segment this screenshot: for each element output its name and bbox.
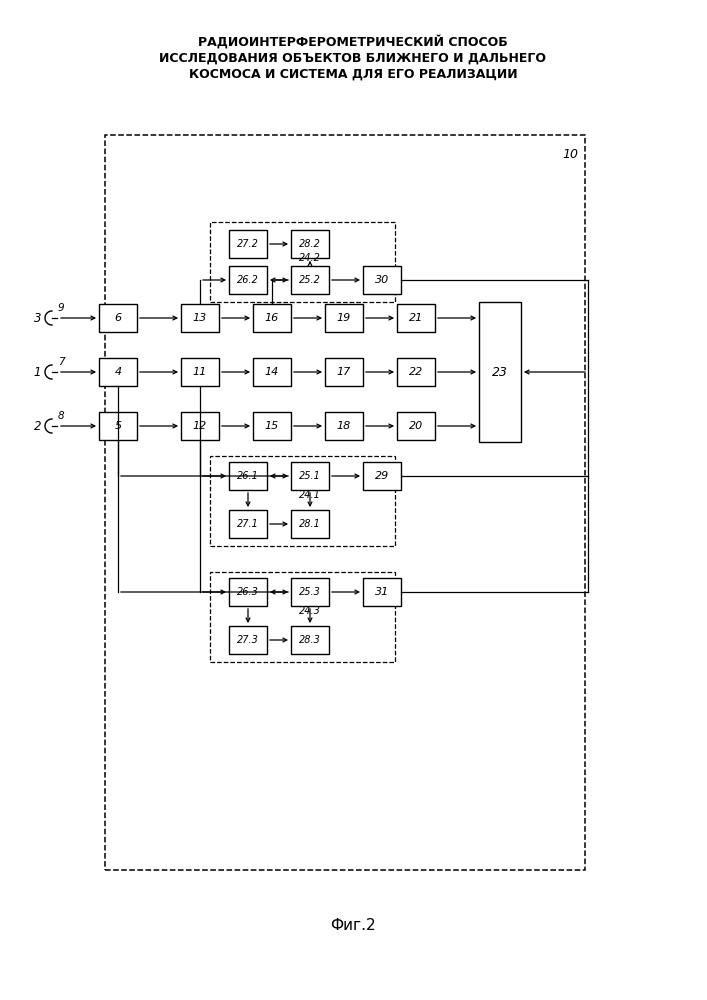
- Bar: [181, 412, 219, 440]
- Bar: [325, 412, 363, 440]
- Bar: [229, 578, 267, 606]
- Bar: [291, 578, 329, 606]
- Text: 20: 20: [409, 421, 423, 431]
- Text: 7: 7: [58, 357, 64, 367]
- Bar: [229, 510, 267, 538]
- Text: 28.1: 28.1: [299, 519, 321, 529]
- Text: 14: 14: [265, 367, 279, 377]
- Text: 17: 17: [337, 367, 351, 377]
- Text: 19: 19: [337, 313, 351, 323]
- Bar: [397, 304, 435, 332]
- Text: 9: 9: [58, 303, 64, 313]
- Bar: [363, 462, 401, 490]
- Bar: [99, 304, 137, 332]
- Bar: [253, 358, 291, 386]
- Text: 11: 11: [193, 367, 207, 377]
- Bar: [210, 572, 395, 662]
- Text: 1: 1: [33, 365, 41, 378]
- Text: 22: 22: [409, 367, 423, 377]
- Bar: [210, 456, 395, 546]
- Bar: [325, 304, 363, 332]
- Bar: [397, 412, 435, 440]
- Text: 4: 4: [115, 367, 122, 377]
- Bar: [479, 302, 521, 442]
- Text: 24.2: 24.2: [299, 253, 321, 263]
- Text: КОСМОСА И СИСТЕМА ДЛЯ ЕГО РЕАЛИЗАЦИИ: КОСМОСА И СИСТЕМА ДЛЯ ЕГО РЕАЛИЗАЦИИ: [189, 68, 518, 81]
- Bar: [181, 304, 219, 332]
- Text: 26.3: 26.3: [237, 587, 259, 597]
- Text: Фиг.2: Фиг.2: [330, 918, 376, 932]
- Text: 10: 10: [562, 148, 578, 161]
- Bar: [291, 462, 329, 490]
- Text: 6: 6: [115, 313, 122, 323]
- Bar: [253, 412, 291, 440]
- Text: 30: 30: [375, 275, 389, 285]
- Text: 25.1: 25.1: [299, 471, 321, 481]
- Bar: [291, 626, 329, 654]
- Bar: [253, 304, 291, 332]
- Text: РАДИОИНТЕРФЕРОМЕТРИЧЕСКИЙ СПОСОБ: РАДИОИНТЕРФЕРОМЕТРИЧЕСКИЙ СПОСОБ: [198, 35, 508, 49]
- Bar: [99, 412, 137, 440]
- Text: 27.2: 27.2: [237, 239, 259, 249]
- Bar: [397, 358, 435, 386]
- Bar: [99, 358, 137, 386]
- Text: 21: 21: [409, 313, 423, 323]
- Text: 28.3: 28.3: [299, 635, 321, 645]
- Text: 13: 13: [193, 313, 207, 323]
- Text: 24.3: 24.3: [299, 606, 321, 616]
- Bar: [363, 266, 401, 294]
- Text: 26.1: 26.1: [237, 471, 259, 481]
- Text: 5: 5: [115, 421, 122, 431]
- Bar: [229, 230, 267, 258]
- Text: 27.1: 27.1: [237, 519, 259, 529]
- Bar: [229, 462, 267, 490]
- Text: 2: 2: [33, 420, 41, 432]
- Text: 24.1: 24.1: [299, 490, 321, 500]
- Bar: [363, 578, 401, 606]
- Text: 29: 29: [375, 471, 389, 481]
- Text: 28.2: 28.2: [299, 239, 321, 249]
- Text: 8: 8: [58, 411, 64, 421]
- Text: 25.2: 25.2: [299, 275, 321, 285]
- Text: 27.3: 27.3: [237, 635, 259, 645]
- Bar: [229, 266, 267, 294]
- Text: 31: 31: [375, 587, 389, 597]
- Text: 18: 18: [337, 421, 351, 431]
- Bar: [229, 626, 267, 654]
- Text: 26.2: 26.2: [237, 275, 259, 285]
- Text: 12: 12: [193, 421, 207, 431]
- Bar: [291, 266, 329, 294]
- Bar: [105, 135, 585, 870]
- Text: 25.3: 25.3: [299, 587, 321, 597]
- Text: 23: 23: [492, 365, 508, 378]
- Bar: [291, 510, 329, 538]
- Bar: [210, 222, 395, 302]
- Text: 15: 15: [265, 421, 279, 431]
- Bar: [291, 230, 329, 258]
- Bar: [325, 358, 363, 386]
- Bar: [181, 358, 219, 386]
- Text: 3: 3: [33, 312, 41, 324]
- Text: ИССЛЕДОВАНИЯ ОБЪЕКТОВ БЛИЖНЕГО И ДАЛЬНЕГО: ИССЛЕДОВАНИЯ ОБЪЕКТОВ БЛИЖНЕГО И ДАЛЬНЕГ…: [160, 51, 547, 64]
- Text: 16: 16: [265, 313, 279, 323]
